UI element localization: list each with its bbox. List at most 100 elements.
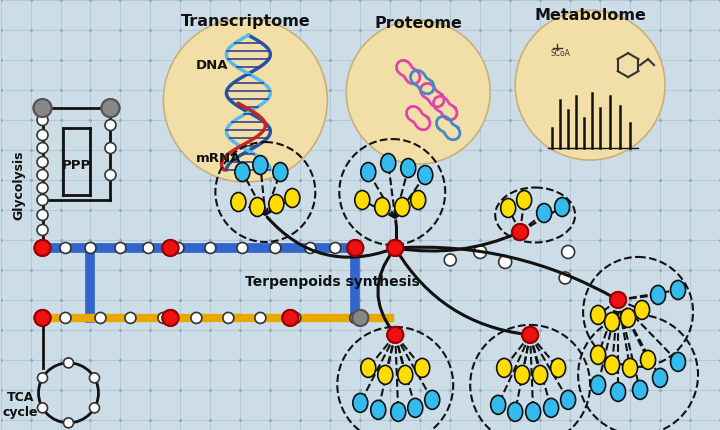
Circle shape xyxy=(512,224,528,240)
Circle shape xyxy=(37,129,48,141)
Circle shape xyxy=(173,243,184,253)
Circle shape xyxy=(387,327,403,343)
Circle shape xyxy=(163,310,179,326)
Ellipse shape xyxy=(253,156,268,175)
Ellipse shape xyxy=(561,390,575,409)
Ellipse shape xyxy=(415,358,430,378)
Circle shape xyxy=(60,243,71,253)
Circle shape xyxy=(191,313,202,323)
Circle shape xyxy=(290,313,301,323)
Circle shape xyxy=(522,327,538,343)
Ellipse shape xyxy=(551,358,566,378)
Circle shape xyxy=(223,313,234,323)
Circle shape xyxy=(346,20,490,164)
Circle shape xyxy=(205,243,216,253)
Circle shape xyxy=(559,272,571,284)
Circle shape xyxy=(85,243,96,253)
Circle shape xyxy=(102,99,120,117)
Text: Terpenpoids synthesis: Terpenpoids synthesis xyxy=(246,275,420,289)
Text: Proteome: Proteome xyxy=(374,16,462,31)
Circle shape xyxy=(37,209,48,221)
Circle shape xyxy=(562,246,575,258)
Circle shape xyxy=(143,243,154,253)
Circle shape xyxy=(37,114,48,126)
Ellipse shape xyxy=(408,398,423,418)
Circle shape xyxy=(444,254,456,266)
Circle shape xyxy=(270,243,281,253)
Ellipse shape xyxy=(235,163,250,181)
Circle shape xyxy=(89,403,99,413)
Circle shape xyxy=(37,194,48,206)
Ellipse shape xyxy=(670,280,685,299)
Circle shape xyxy=(158,313,169,323)
Ellipse shape xyxy=(397,366,413,384)
Ellipse shape xyxy=(533,366,548,384)
Circle shape xyxy=(255,313,266,323)
Circle shape xyxy=(105,169,116,181)
Circle shape xyxy=(60,313,71,323)
Circle shape xyxy=(352,310,368,326)
Circle shape xyxy=(512,224,528,240)
Circle shape xyxy=(63,418,73,428)
Ellipse shape xyxy=(425,390,440,409)
Circle shape xyxy=(89,373,99,383)
Circle shape xyxy=(35,310,50,326)
Circle shape xyxy=(34,99,52,117)
Circle shape xyxy=(37,224,48,236)
Ellipse shape xyxy=(621,308,636,327)
Ellipse shape xyxy=(623,358,638,378)
Ellipse shape xyxy=(381,154,396,172)
Ellipse shape xyxy=(554,197,570,216)
Circle shape xyxy=(387,240,403,256)
Ellipse shape xyxy=(285,188,300,208)
Ellipse shape xyxy=(590,345,606,364)
Ellipse shape xyxy=(633,381,647,399)
Circle shape xyxy=(163,18,328,182)
Circle shape xyxy=(474,246,487,258)
Ellipse shape xyxy=(590,375,606,394)
Ellipse shape xyxy=(508,402,523,421)
Circle shape xyxy=(163,240,179,256)
Text: mRNA: mRNA xyxy=(195,151,240,165)
Circle shape xyxy=(282,310,298,326)
Circle shape xyxy=(330,243,341,253)
Ellipse shape xyxy=(611,382,626,401)
Ellipse shape xyxy=(231,193,246,212)
Circle shape xyxy=(347,240,364,256)
Ellipse shape xyxy=(375,197,390,216)
Ellipse shape xyxy=(526,402,541,421)
Ellipse shape xyxy=(378,366,392,384)
Ellipse shape xyxy=(361,163,376,181)
Circle shape xyxy=(125,313,136,323)
Circle shape xyxy=(37,182,48,194)
Circle shape xyxy=(34,99,52,117)
Circle shape xyxy=(305,243,316,253)
Ellipse shape xyxy=(490,395,505,415)
Ellipse shape xyxy=(651,286,665,304)
Circle shape xyxy=(163,240,179,256)
Ellipse shape xyxy=(544,398,559,418)
Circle shape xyxy=(115,243,126,253)
Circle shape xyxy=(63,358,73,368)
Circle shape xyxy=(35,240,50,256)
Circle shape xyxy=(610,292,626,308)
Circle shape xyxy=(499,255,512,268)
Ellipse shape xyxy=(517,190,531,209)
Circle shape xyxy=(105,143,116,154)
Circle shape xyxy=(37,157,48,168)
Ellipse shape xyxy=(515,366,530,384)
Circle shape xyxy=(37,143,48,154)
Circle shape xyxy=(352,310,368,326)
Text: DNA: DNA xyxy=(195,58,228,72)
Ellipse shape xyxy=(605,313,620,332)
Ellipse shape xyxy=(500,199,516,218)
Text: Glycolysis: Glycolysis xyxy=(12,150,25,220)
Ellipse shape xyxy=(605,355,620,375)
Ellipse shape xyxy=(670,353,685,372)
Circle shape xyxy=(387,327,403,343)
Circle shape xyxy=(163,310,179,326)
Circle shape xyxy=(105,120,116,131)
Ellipse shape xyxy=(401,159,415,178)
Text: PPP: PPP xyxy=(62,159,91,172)
Ellipse shape xyxy=(395,197,410,216)
